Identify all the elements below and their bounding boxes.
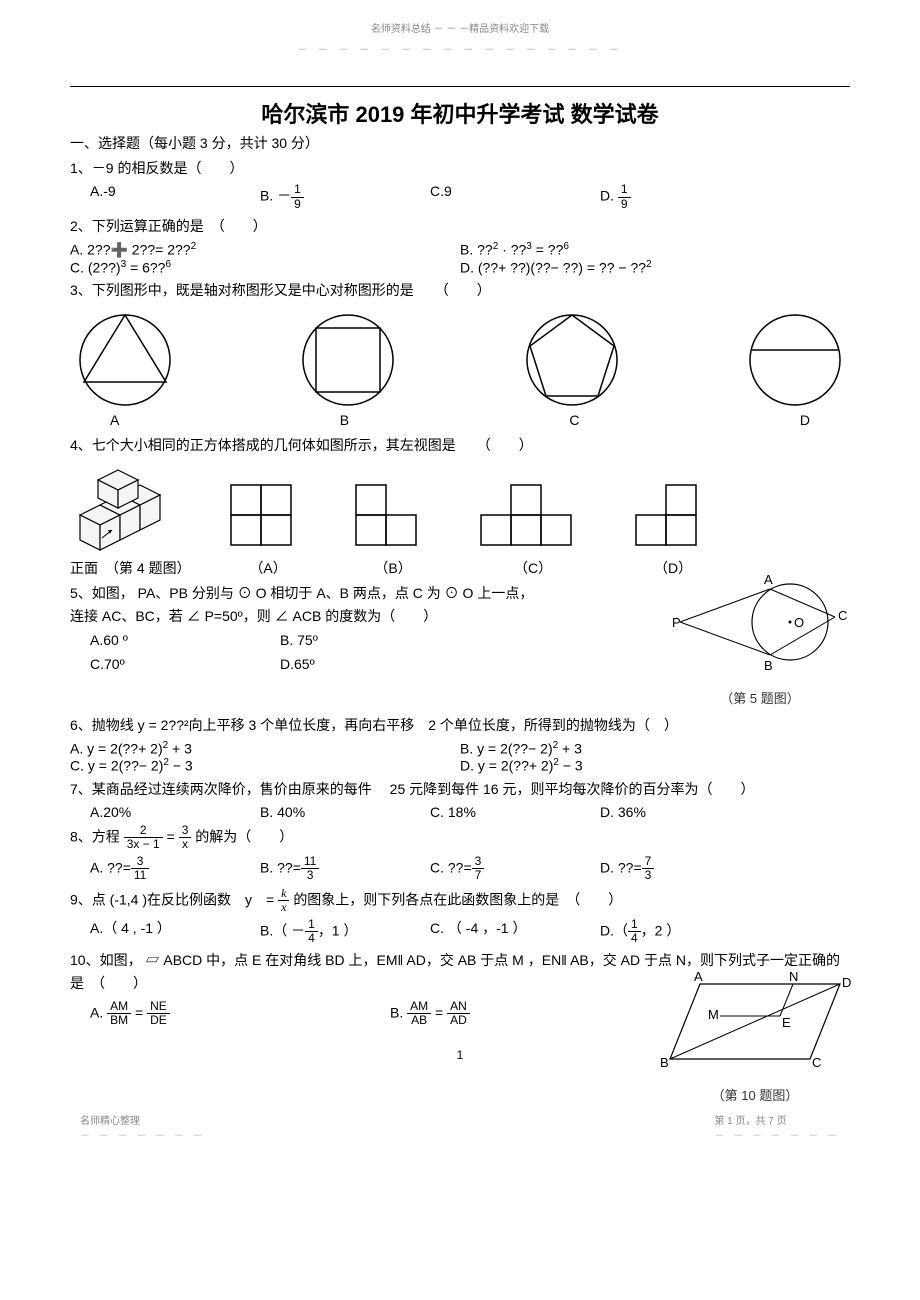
svg-text:A: A — [764, 572, 773, 587]
q6-options: A. y = 2(??+ 2)2 + 3 B. y = 2(??− 2)2 + … — [70, 740, 850, 773]
q9-opt-c: C. （ -4 ，-1 ） — [430, 918, 600, 945]
q1-opt-c: C.9 — [430, 183, 600, 210]
page-container: 名师资料总结 － － －精品资料欢迎下载 － － － － － － － － － －… — [0, 0, 920, 1182]
q2-opt-b: B. ??2 · ??3 = ??6 — [460, 241, 850, 259]
q7-opt-a: A.20% — [90, 804, 260, 820]
svg-text:A: A — [694, 969, 703, 984]
question-6: 6、抛物线 y = 2??²向上平移 3 个单位长度，再向右平移 2 个单位长度… — [70, 714, 850, 736]
svg-text:N: N — [789, 969, 798, 984]
q4-opt-c: （C） — [471, 480, 596, 578]
footer-left: 名师精心整理 — [80, 1112, 206, 1127]
q2-options: A. 2??➕ 2??= 2??2 B. ??2 · ??3 = ??6 C. … — [70, 241, 850, 275]
q5-opt-b: B. 75º — [280, 629, 430, 651]
q2-opt-a: A. 2??➕ 2??= 2??2 — [70, 241, 460, 259]
question-2: 2、下列运算正确的是 （ ） — [70, 215, 850, 237]
question-9: 9、点 (-1,4 )在反比例函数 y = kx 的图象上，则下列各点在此函数图… — [70, 887, 850, 914]
cube-solid-icon — [70, 460, 190, 555]
question-1: 1、－9 的相反数是（ ） — [70, 157, 850, 179]
shape-circle-triangle — [70, 310, 180, 410]
q1-opt-b: B. －19 — [260, 183, 430, 210]
q8-opt-a: A. ??=311 — [90, 855, 260, 882]
q2-opt-c: C. (2??)3 = 6??6 — [70, 259, 460, 276]
svg-text:E: E — [782, 1015, 791, 1030]
question-3: 3、下列图形中，既是轴对称图形又是中心对称图形的是 （ ） — [70, 279, 850, 301]
q4-opt-d: （D） — [626, 480, 721, 578]
q8-options: A. ??=311 B. ??=113 C. ??=37 D. ??=73 — [90, 855, 850, 882]
q1-opt-d: D. 19 — [600, 183, 770, 210]
q7-opt-b: B. 40% — [260, 804, 430, 820]
q10-opt-b: B. AMAB = ANAD — [390, 1000, 590, 1027]
footer-right: 第 1 页，共 7 页 — [714, 1112, 840, 1127]
q7-opt-d: D. 36% — [600, 804, 770, 820]
svg-text:P: P — [672, 615, 681, 630]
q8-opt-d: D. ??=73 — [600, 855, 770, 882]
q7-opt-c: C. 18% — [430, 804, 600, 820]
svg-text:B: B — [764, 658, 773, 673]
q9-opt-a: A.（ 4 , -1 ） — [90, 918, 260, 945]
shape-circle-chord — [740, 310, 850, 410]
q4-opt-a: （A） — [221, 480, 316, 578]
shape-circle-pentagon — [517, 310, 627, 410]
q10-figure: A D B C M N E （第 10 题图） — [650, 969, 860, 1106]
q9-opt-d: D.（14，2 ） — [600, 918, 770, 945]
q5-opt-a: A.60 º — [90, 629, 240, 651]
section-1-heading: 一、选择题（每小题 3 分，共计 30 分） — [70, 133, 850, 153]
svg-text:B: B — [660, 1055, 669, 1070]
svg-text:D: D — [842, 975, 851, 990]
q9-options: A.（ 4 , -1 ） B.（ －14，1 ） C. （ -4 ，-1 ） D… — [90, 918, 850, 945]
svg-text:C: C — [838, 608, 847, 623]
exam-title: 哈尔滨市 2019 年初中升学考试 数学试卷 — [70, 97, 850, 129]
q6-opt-b: B. y = 2(??− 2)2 + 3 — [460, 740, 850, 757]
question-8: 8、方程 23x − 1 = 3x 的解为（ ） — [70, 824, 850, 851]
q6-opt-c: C. y = 2(??− 2)2 − 3 — [70, 757, 460, 774]
question-5: 5、如图， PA、PB 分别与 ⊙ O 相切于 A、B 两点，点 C 为 ⊙ O… — [70, 582, 850, 676]
q1-options: A.-9 B. －19 C.9 D. 19 — [90, 183, 850, 210]
top-header: 名师资料总结 － － －精品资料欢迎下载 — [70, 20, 850, 35]
question-10: 10、如图， ▱ ABCD 中，点 E 在对角线 BD 上，EM‖ AD，交 A… — [70, 949, 850, 1027]
question-4: 4、七个大小相同的正方体搭成的几何体如图所示，其左视图是 （ ） — [70, 434, 850, 456]
q3-shapes — [70, 310, 850, 410]
q1-opt-a: A.-9 — [90, 183, 260, 210]
q7-options: A.20% B. 40% C. 18% D. 36% — [90, 804, 850, 820]
q8-opt-c: C. ??=37 — [430, 855, 600, 882]
q4-opt-b: （B） — [346, 480, 441, 578]
svg-text:M: M — [708, 1007, 719, 1022]
q6-opt-a: A. y = 2(??+ 2)2 + 3 — [70, 740, 460, 757]
q5-opt-c: C.70º — [90, 653, 240, 675]
footer: 名师精心整理 － － － － － － － 第 1 页，共 7 页 － － － －… — [70, 1112, 850, 1142]
q4-solid: 正面 （第 4 题图） — [70, 460, 191, 578]
q3-labels: A B C D — [70, 412, 850, 428]
q5-figure: P A B C O （第 5 题图） — [660, 572, 860, 709]
q5-opt-d: D.65º — [280, 653, 430, 675]
question-7: 7、某商品经过连续两次降价，售价由原来的每件 25 元降到每件 16 元，则平均… — [70, 778, 850, 800]
svg-text:C: C — [812, 1055, 821, 1070]
svg-text:O: O — [794, 615, 804, 630]
separator-line — [70, 86, 850, 87]
q9-opt-b: B.（ －14，1 ） — [260, 918, 430, 945]
shape-circle-square — [293, 310, 403, 410]
q8-opt-b: B. ??=113 — [260, 855, 430, 882]
q2-opt-d: D. (??+ ??)(??− ??) = ?? − ??2 — [460, 259, 850, 276]
q4-figures: 正面 （第 4 题图） （A） （B） （C） — [70, 460, 850, 578]
q6-opt-d: D. y = 2(??+ 2)2 − 3 — [460, 757, 850, 774]
q10-opt-a: A. AMBM = NEDE — [90, 1000, 350, 1027]
header-dots: － － － － － － － － － － － － － － － － — [70, 41, 850, 56]
